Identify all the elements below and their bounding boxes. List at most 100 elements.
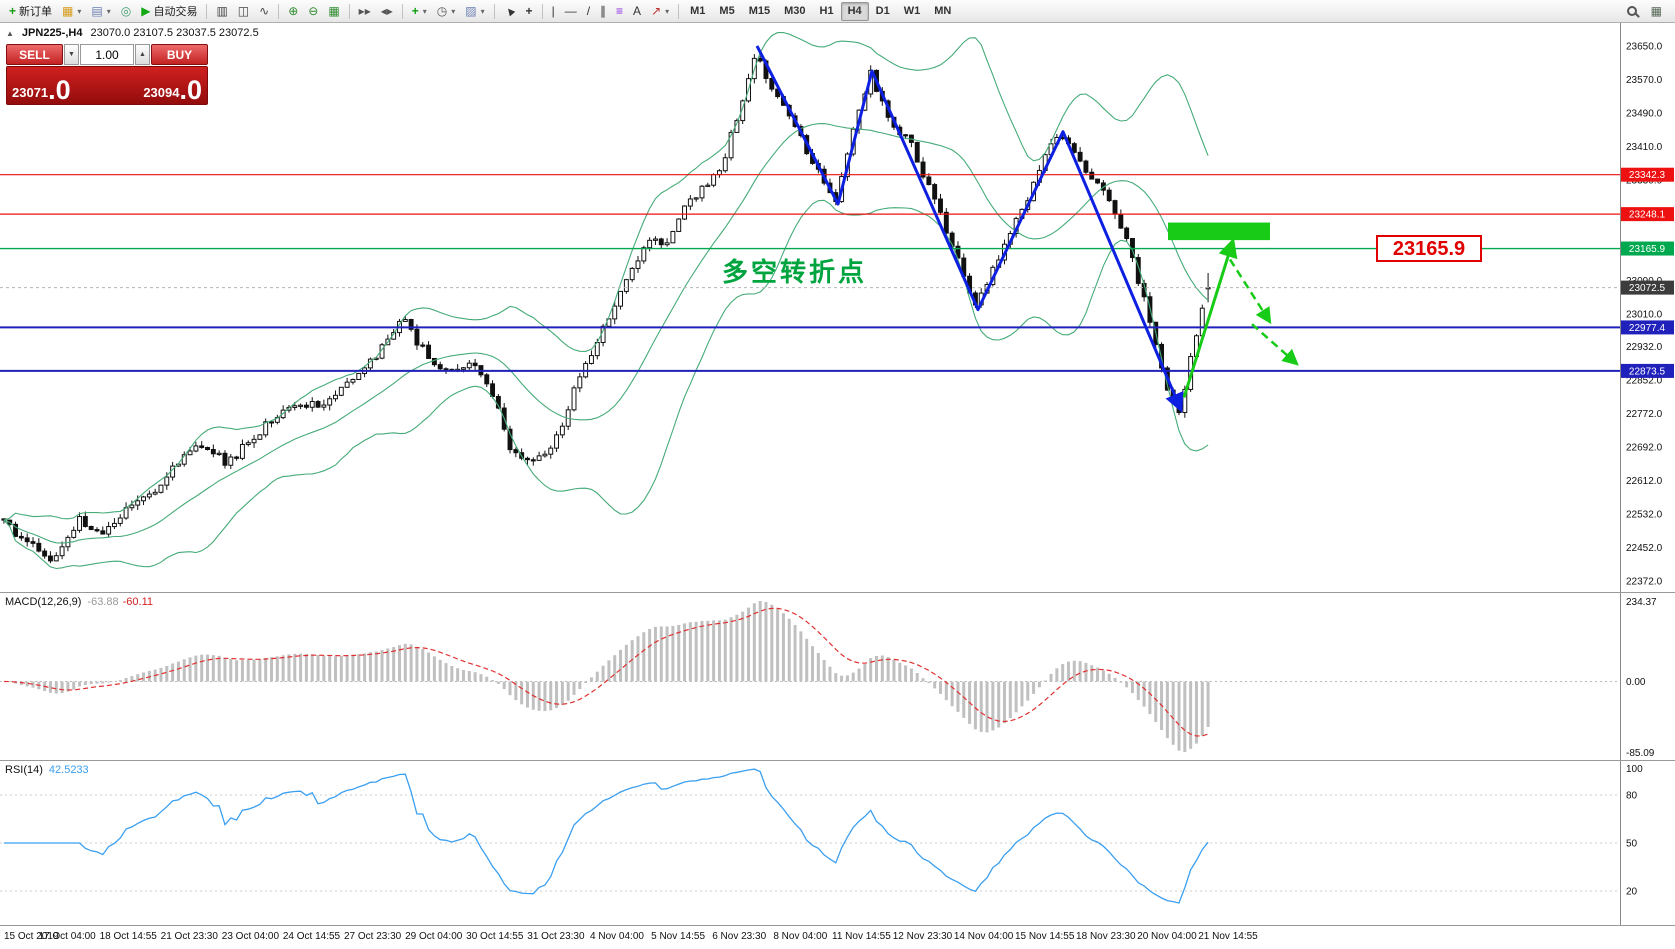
templates-icon: ▨	[465, 4, 477, 18]
price-axis-tick: 23570.0	[1626, 75, 1663, 86]
svg-text:23072.5: 23072.5	[1629, 283, 1666, 294]
quicknav-triangle-icon[interactable]: ▲	[6, 28, 14, 38]
time-axis-label: 17 Oct 04:00	[38, 931, 96, 942]
time-axis-label: 20 Nov 04:00	[1137, 931, 1197, 942]
fibonacci-icon: ≡	[616, 4, 624, 18]
candlestick-mode-button[interactable]: ◫	[233, 2, 254, 21]
indicators-button[interactable]: + ▾	[407, 2, 432, 21]
timeframe-m15-button[interactable]: M15	[748, 5, 771, 17]
sell-button[interactable]: SELL	[6, 44, 63, 65]
time-axis-label: 21 Oct 23:30	[161, 931, 219, 942]
timeframe-mn-button[interactable]: MN	[934, 5, 952, 17]
search-icon	[1626, 6, 1637, 16]
vertical-line-tool-button[interactable]: |	[547, 2, 560, 21]
arrows-tool-button[interactable]: ↗ ▾	[646, 2, 674, 21]
price-callout-label[interactable]: 23165.9	[1376, 235, 1482, 262]
timeframe-h1-button[interactable]: H1	[819, 5, 834, 17]
svg-text:23165.9: 23165.9	[1629, 244, 1666, 255]
vertical-line-icon: |	[551, 4, 555, 18]
autotrading-label: 自动交易	[153, 6, 198, 18]
toolbar-separator	[678, 3, 680, 19]
bar-chart-mode-button[interactable]: ▥	[211, 2, 232, 21]
crosshair-button[interactable]: +	[521, 2, 538, 21]
macd-label: MACD(12,26,9) -63.88 -60.11	[5, 596, 153, 608]
buy-button[interactable]: BUY	[151, 44, 208, 65]
time-axis-label: 21 Nov 14:55	[1198, 931, 1258, 942]
trendline-tool-button[interactable]: /	[582, 2, 595, 21]
timeframe-h4-button[interactable]: H4	[840, 1, 869, 21]
volume-input[interactable]: 1.00	[80, 44, 134, 65]
autotrading-play-icon: ▶	[141, 4, 151, 18]
window-layout-button[interactable]: ▦	[1646, 2, 1667, 21]
window-layout-icon: ▦	[1650, 4, 1662, 18]
rsi-axis-label: 50	[1626, 839, 1638, 850]
candlestick-icon: ◫	[237, 4, 250, 18]
horizontal-line-objects[interactable]	[0, 174, 1620, 372]
profiles-button[interactable]: ▤ ▾	[86, 2, 115, 21]
line-chart-mode-button[interactable]: ∿	[254, 2, 274, 21]
time-axis-label: 27 Oct 23:30	[344, 931, 402, 942]
price-axis-tick: 23650.0	[1626, 41, 1663, 52]
volume-decrease-button[interactable]: ▼	[64, 44, 79, 65]
auto-scroll-button[interactable]: ▸▸	[354, 2, 376, 21]
dropdown-caret-icon: ▾	[665, 6, 670, 16]
rsi-value: 42.5233	[48, 764, 89, 776]
timeframe-m1-button[interactable]: M1	[690, 5, 706, 17]
green-dashed-projection-arrow	[1251, 323, 1299, 366]
text-tool-button[interactable]: A	[628, 2, 646, 21]
cursor-button[interactable]: ▲	[499, 2, 521, 21]
svg-text:23342.3: 23342.3	[1629, 170, 1666, 181]
price-tag: 22873.5	[1621, 363, 1674, 378]
tile-windows-button[interactable]: ▦	[323, 2, 344, 21]
time-axis-label: 11 Nov 14:55	[832, 931, 891, 942]
time-axis-label: 23 Oct 04:00	[222, 931, 280, 942]
price-tag: 23165.9	[1621, 241, 1674, 256]
expert-advisors-button[interactable]: ◎	[116, 2, 136, 21]
horizontal-line-tool-button[interactable]: —	[560, 2, 582, 21]
trendline-icon: /	[586, 4, 591, 18]
toolbar-separator	[278, 3, 280, 19]
rsi-axis-label: 100	[1626, 764, 1643, 775]
autotrading-button[interactable]: ▶ 自动交易	[136, 2, 202, 21]
buy-price-big: .0	[179, 75, 202, 106]
zoom-in-button[interactable]: ⊕	[283, 2, 303, 21]
bar-chart-icon: ▥	[216, 4, 228, 18]
periods-clock-icon: ◷	[436, 4, 448, 18]
timeframe-m30-button[interactable]: M30	[784, 5, 806, 17]
timeframe-w1-button[interactable]: W1	[903, 5, 921, 17]
arrow-objects-icon: ↗	[651, 4, 662, 18]
timeframe-d1-button[interactable]: D1	[875, 5, 890, 17]
sell-price-base: 23071	[12, 85, 49, 100]
annotation-text[interactable]: 多空转折点	[722, 257, 868, 287]
macd-axis-label: 234.37	[1626, 597, 1657, 608]
dropdown-caret-icon: ▾	[106, 6, 111, 16]
volume-increase-button[interactable]: ▲	[135, 44, 150, 65]
dropdown-caret-icon: ▾	[422, 6, 427, 16]
indicators-icon: +	[411, 4, 419, 18]
svg-text:23248.1: 23248.1	[1629, 210, 1666, 221]
fibonacci-tool-button[interactable]: ≡	[611, 2, 628, 21]
green-rebound-arrow	[1182, 237, 1238, 398]
search-button[interactable]	[1622, 2, 1642, 21]
price-axis-tick: 22772.0	[1626, 409, 1663, 420]
symbol-ohlc: 23070.0 23107.5 23037.5 23072.5	[90, 27, 259, 39]
zoom-out-icon: ⊖	[308, 4, 319, 18]
new-order-icon: +	[9, 4, 17, 18]
new-order-button[interactable]: + 新订单	[4, 2, 57, 21]
channel-tool-button[interactable]: ∥	[595, 2, 611, 21]
symbol-info: ▲ JPN225-,H4 23070.0 23107.5 23037.5 230…	[6, 27, 259, 39]
time-axis-label: 29 Oct 04:00	[405, 931, 463, 942]
templates-button[interactable]: ▨ ▾	[460, 2, 489, 21]
periods-button[interactable]: ◷ ▾	[432, 2, 461, 21]
crosshair-icon: +	[525, 4, 533, 18]
timeframe-m5-button[interactable]: M5	[719, 5, 735, 17]
cursor-arrow-icon: ▲	[500, 1, 519, 21]
open-chart-button[interactable]: ▦ ▾	[57, 2, 86, 21]
zoom-out-button[interactable]: ⊖	[303, 2, 323, 21]
chart-shift-button[interactable]: ◂▸	[376, 2, 398, 21]
dropdown-caret-icon: ▾	[451, 6, 456, 16]
text-tool-icon: A	[633, 4, 642, 18]
analysis-drawings[interactable]	[755, 45, 1299, 413]
